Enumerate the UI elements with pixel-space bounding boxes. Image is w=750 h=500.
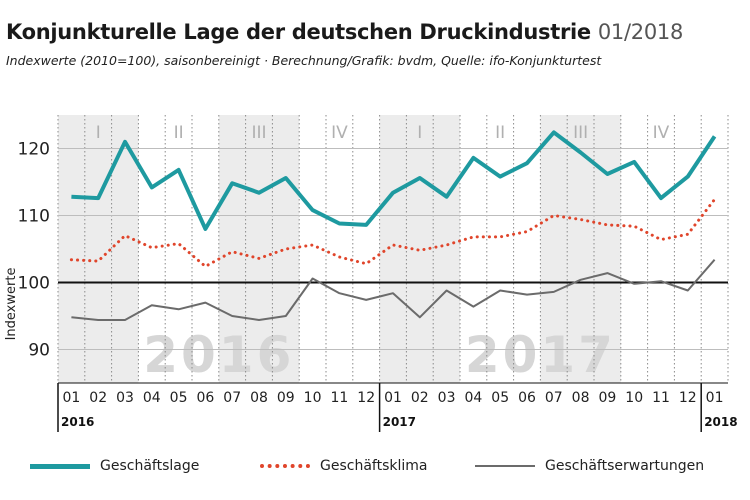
quarter-label: II [174,123,184,143]
x-tick-label: 07 [545,390,563,406]
quarter-band [540,115,621,383]
legend-item: Geschäftsklima [260,458,427,474]
x-tick-label: 07 [223,390,241,406]
x-tick-label: 02 [411,390,429,406]
x-tick-label: 01 [62,390,80,406]
x-tick-label: 12 [679,390,697,406]
x-tick-label: 09 [598,390,616,406]
legend-label: Geschäftslage [100,458,200,474]
x-tick-label: 12 [357,390,375,406]
legend-swatch [475,465,535,467]
series-line-geschäftslage [71,130,717,231]
watermark-year: 2017 [465,326,616,384]
year-label: 2016 [61,415,94,429]
legend-swatch [260,464,310,468]
x-tick-label: 06 [518,390,536,406]
year-label: 2018 [704,415,737,429]
x-tick-label: 01 [706,390,724,406]
x-tick-label: 08 [250,390,268,406]
x-tick-label: 05 [491,390,509,406]
x-tick-label: 05 [170,390,188,406]
x-tick-label: 08 [572,390,590,406]
quarter-band [58,115,139,383]
title-period: 01/2018 [597,20,684,44]
chart-legend: Geschäftslage Geschäftsklima Geschäftserwa… [0,458,750,482]
x-tick-label: 04 [143,390,161,406]
x-tick-label: 10 [304,390,322,406]
quarter-label: I [417,123,422,143]
quarter-label: IV [331,123,348,143]
year-label: 2017 [383,415,416,429]
chart-subtitle: Indexwerte (2010=100), saisonbereinigt ·… [6,53,602,68]
y-tick-label: 90 [28,341,50,361]
watermark-year: 2016 [143,326,294,384]
legend-item: Geschäftserwartungen [475,458,704,474]
x-tick-label: 11 [330,390,348,406]
x-tick-label: 03 [116,390,134,406]
chart-title: Konjunkturelle Lage der deutschen Drucki… [6,20,683,44]
series-line-geschäftserwartungen [71,259,716,321]
x-tick-label: 01 [384,390,402,406]
x-tick-label: 02 [89,390,107,406]
quarter-label: III [251,123,266,143]
title-text: Konjunkturelle Lage der deutschen Drucki… [6,20,591,44]
quarter-label: I [96,123,101,143]
quarter-label: II [495,123,505,143]
legend-item: Geschäftslage [30,458,199,474]
quarter-label: III [573,123,588,143]
x-tick-label: 04 [464,390,482,406]
x-tick-label: 06 [196,390,214,406]
legend-label: Geschäftserwartungen [545,458,705,474]
legend-swatch [30,463,90,469]
y-tick-label: 110 [18,207,50,227]
x-tick-label: 09 [277,390,295,406]
series-line-geschäftsklima [69,197,717,268]
quarter-label: IV [653,123,670,143]
y-tick-label: 100 [18,274,50,294]
x-tick-label: 03 [438,390,456,406]
y-tick-label: 120 [18,140,50,160]
quarter-band [379,115,460,383]
y-axis-label: Indexwerte [4,268,19,341]
x-tick-label: 10 [625,390,643,406]
quarter-band [218,115,300,383]
legend-label: Geschäftsklima [320,458,428,474]
x-tick-label: 11 [652,390,670,406]
